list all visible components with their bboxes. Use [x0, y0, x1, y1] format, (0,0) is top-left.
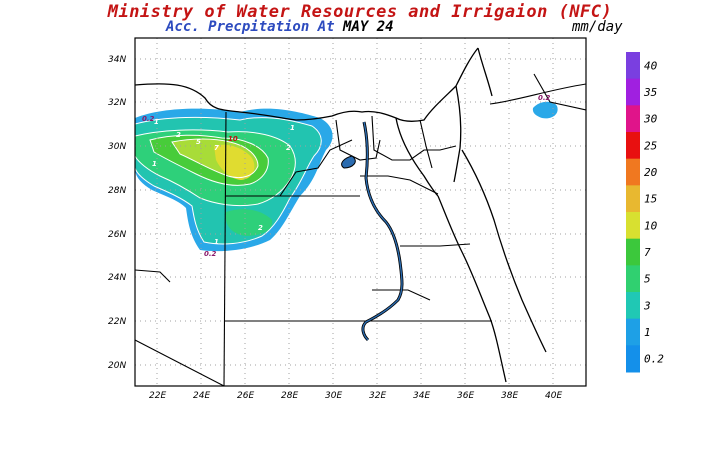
contour-label: 1 — [154, 118, 159, 126]
admin-5 — [360, 175, 439, 195]
contour-7 — [171, 138, 259, 179]
borders — [135, 73, 586, 386]
lon-label: 32E — [369, 391, 386, 401]
lat-label: 28N — [108, 186, 126, 196]
lon-label: 38E — [501, 391, 518, 401]
contour-label: 0.2 — [142, 115, 155, 123]
contour-labels: 0.2 1 2 5 7 10 1 2 1 2 1 1 0.2 0.2 — [142, 94, 551, 258]
latitude-axis: 34N 32N 30N 28N 26N 24N 22N 20N — [108, 55, 126, 371]
colorbar-swatch — [626, 52, 640, 80]
lat-label: 30N — [108, 142, 126, 152]
coastlines — [135, 47, 547, 383]
subtitle: Acc. Precpitation At MAY 24 — [166, 19, 394, 35]
colorbar-swatch — [626, 265, 640, 293]
colorbar-swatch — [626, 212, 640, 240]
map-frame — [134, 37, 587, 387]
sinai-east-coast — [453, 85, 462, 183]
chart-title: Ministry of Water Resources and Irrigaio… — [107, 2, 613, 22]
lon-label: 24E — [193, 391, 210, 401]
lon-label: 30E — [325, 391, 342, 401]
lon-label: 36E — [457, 391, 474, 401]
colorbar-label: 35 — [643, 86, 657, 99]
precip-band-2b — [225, 209, 273, 236]
precip-patch-east — [532, 101, 558, 119]
colorbar-swatch — [626, 158, 640, 186]
precip-band-10 — [214, 144, 255, 180]
iraq-border — [533, 73, 586, 111]
colorbar-label: 30 — [643, 113, 658, 126]
admin-7 — [372, 289, 431, 301]
nile-river — [341, 121, 404, 342]
contour-5 — [149, 134, 269, 186]
colorbar: 40 35 30 25 20 15 10 7 5 3 1 0.2 — [626, 52, 664, 373]
colorbar-label: 25 — [644, 139, 657, 152]
lat-label: 26N — [108, 230, 126, 240]
lon-label: 28E — [281, 391, 298, 401]
lat-label: 20N — [108, 361, 126, 371]
forecast-date: MAY 24 — [343, 19, 394, 35]
libya-algeria-border — [135, 269, 171, 283]
colorbar-label: 7 — [644, 246, 651, 259]
contour-label: 1 — [296, 202, 301, 210]
contour-label: 1 — [290, 124, 295, 132]
contour-label: 2 — [286, 144, 291, 152]
contour-1 — [135, 116, 322, 245]
subtitle-row: Acc. Precpitation At MAY 24 mm/day — [0, 19, 720, 39]
unit-label: mm/day — [572, 19, 623, 35]
admin-8 — [419, 119, 433, 169]
colorbar-swatch — [626, 238, 640, 266]
contour-lines — [135, 116, 322, 245]
egypt-libya-border — [223, 111, 227, 386]
contour-label: 2 — [258, 224, 263, 232]
admin-2 — [279, 139, 353, 197]
longitude-axis: 22E 24E 26E 28E 30E 32E 34E 36E 38E 40E — [149, 391, 562, 401]
subtitle-prefix: Acc. Precpitation At — [166, 19, 344, 35]
lat-label: 34N — [108, 55, 126, 65]
colorbar-swatch — [626, 292, 640, 320]
lon-label: 40E — [545, 391, 562, 401]
contour-label: 0.2 — [538, 94, 551, 102]
lat-label: 24N — [108, 273, 126, 283]
precipitation-field — [135, 101, 558, 252]
admin-4 — [371, 115, 457, 161]
admin-6 — [400, 243, 471, 247]
colorbar-label: 10 — [644, 219, 658, 232]
contour-label: 1 — [214, 238, 219, 246]
jordan-saudi-border — [489, 83, 586, 105]
lat-label: 22N — [108, 317, 126, 327]
colorbar-swatch — [626, 345, 640, 373]
colorbar-swatch — [626, 105, 640, 133]
lon-label: 22E — [149, 391, 166, 401]
colorbar-swatch — [626, 185, 640, 213]
contour-label: 2 — [176, 131, 181, 139]
contour-label: 7 — [214, 144, 219, 152]
lat-label: 32N — [108, 98, 126, 108]
red-sea-west-coast — [437, 195, 507, 383]
colorbar-label: 15 — [644, 193, 657, 206]
colorbar-label: 3 — [643, 299, 651, 312]
contour-label: 1 — [152, 160, 157, 168]
colorbar-label: 5 — [644, 273, 651, 286]
lon-label: 34E — [413, 391, 430, 401]
contour-label: 5 — [196, 138, 201, 146]
lon-label: 26E — [237, 391, 254, 401]
colorbar-label: 1 — [644, 326, 651, 339]
colorbar-swatch — [626, 318, 640, 346]
contour-label: 0.2 — [204, 250, 217, 258]
arabia-west-coast — [461, 149, 547, 353]
colorbar-swatch — [626, 132, 640, 160]
arabia-coast-north — [477, 47, 493, 97]
gulf-of-suez-coast — [395, 117, 439, 197]
contour-2 — [135, 129, 296, 207]
colorbar-label: 0.2 — [644, 353, 664, 366]
colorbar-swatch — [626, 78, 640, 106]
contour-label: 10 — [228, 135, 238, 143]
mediterranean-coast — [135, 47, 479, 122]
libya-chad-border — [135, 339, 225, 386]
colorbar-label: 40 — [644, 59, 658, 72]
colorbar-label: 20 — [644, 166, 658, 179]
